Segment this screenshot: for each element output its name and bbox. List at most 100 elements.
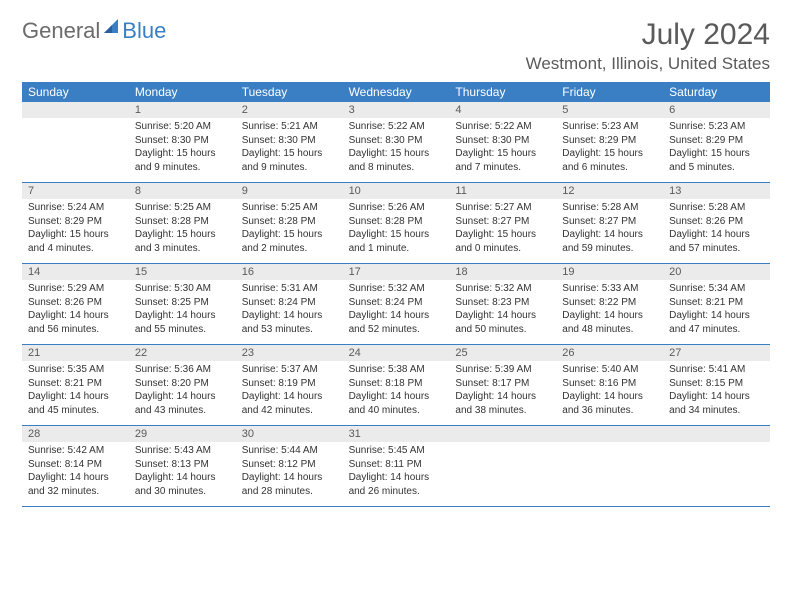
day-number: 1 [129,102,236,118]
sunrise-text: Sunrise: 5:32 AM [455,282,550,296]
day-body: Sunrise: 5:44 AMSunset: 8:12 PMDaylight:… [236,442,343,502]
day-body [22,118,129,124]
day-number: 19 [556,264,663,280]
day-number: 10 [343,183,450,199]
sunrise-text: Sunrise: 5:35 AM [28,363,123,377]
daylight-text-1: Daylight: 15 hours [669,147,764,161]
day-cell: 15Sunrise: 5:30 AMSunset: 8:25 PMDayligh… [129,264,236,344]
sunrise-text: Sunrise: 5:22 AM [455,120,550,134]
sunrise-text: Sunrise: 5:29 AM [28,282,123,296]
day-cell: 10Sunrise: 5:26 AMSunset: 8:28 PMDayligh… [343,183,450,263]
daylight-text-2: and 42 minutes. [242,404,337,418]
sunrise-text: Sunrise: 5:23 AM [669,120,764,134]
day-number: 16 [236,264,343,280]
weeks-container: 1Sunrise: 5:20 AMSunset: 8:30 PMDaylight… [22,102,770,507]
sunset-text: Sunset: 8:28 PM [135,215,230,229]
daylight-text-1: Daylight: 14 hours [28,390,123,404]
sunrise-text: Sunrise: 5:38 AM [349,363,444,377]
day-number: 28 [22,426,129,442]
sunrise-text: Sunrise: 5:25 AM [135,201,230,215]
daylight-text-1: Daylight: 14 hours [135,390,230,404]
day-number [556,426,663,442]
sunset-text: Sunset: 8:21 PM [28,377,123,391]
daylight-text-2: and 3 minutes. [135,242,230,256]
sunset-text: Sunset: 8:29 PM [28,215,123,229]
day-number: 2 [236,102,343,118]
daylight-text-2: and 38 minutes. [455,404,550,418]
sunset-text: Sunset: 8:19 PM [242,377,337,391]
day-number: 26 [556,345,663,361]
sunrise-text: Sunrise: 5:45 AM [349,444,444,458]
sunset-text: Sunset: 8:27 PM [562,215,657,229]
daylight-text-1: Daylight: 14 hours [349,390,444,404]
day-body: Sunrise: 5:37 AMSunset: 8:19 PMDaylight:… [236,361,343,421]
day-cell [556,426,663,506]
day-cell: 25Sunrise: 5:39 AMSunset: 8:17 PMDayligh… [449,345,556,425]
sunrise-text: Sunrise: 5:30 AM [135,282,230,296]
logo: General Blue [22,18,166,44]
daylight-text-2: and 8 minutes. [349,161,444,175]
sunset-text: Sunset: 8:23 PM [455,296,550,310]
day-body: Sunrise: 5:40 AMSunset: 8:16 PMDaylight:… [556,361,663,421]
day-header-sat: Saturday [663,82,770,102]
daylight-text-1: Daylight: 14 hours [349,309,444,323]
daylight-text-2: and 47 minutes. [669,323,764,337]
daylight-text-2: and 55 minutes. [135,323,230,337]
sunset-text: Sunset: 8:24 PM [349,296,444,310]
day-cell: 9Sunrise: 5:25 AMSunset: 8:28 PMDaylight… [236,183,343,263]
day-header-mon: Monday [129,82,236,102]
daylight-text-2: and 50 minutes. [455,323,550,337]
day-body: Sunrise: 5:22 AMSunset: 8:30 PMDaylight:… [343,118,450,178]
daylight-text-1: Daylight: 14 hours [669,309,764,323]
day-cell: 6Sunrise: 5:23 AMSunset: 8:29 PMDaylight… [663,102,770,182]
daylight-text-2: and 32 minutes. [28,485,123,499]
daylight-text-1: Daylight: 15 hours [135,147,230,161]
sunset-text: Sunset: 8:16 PM [562,377,657,391]
day-cell: 16Sunrise: 5:31 AMSunset: 8:24 PMDayligh… [236,264,343,344]
day-cell: 13Sunrise: 5:28 AMSunset: 8:26 PMDayligh… [663,183,770,263]
sunrise-text: Sunrise: 5:28 AM [562,201,657,215]
day-cell: 27Sunrise: 5:41 AMSunset: 8:15 PMDayligh… [663,345,770,425]
week-row: 14Sunrise: 5:29 AMSunset: 8:26 PMDayligh… [22,264,770,345]
daylight-text-2: and 48 minutes. [562,323,657,337]
day-body [663,442,770,448]
daylight-text-2: and 0 minutes. [455,242,550,256]
sunset-text: Sunset: 8:26 PM [28,296,123,310]
daylight-text-2: and 53 minutes. [242,323,337,337]
sunrise-text: Sunrise: 5:28 AM [669,201,764,215]
daylight-text-2: and 59 minutes. [562,242,657,256]
day-number: 14 [22,264,129,280]
daylight-text-2: and 57 minutes. [669,242,764,256]
day-body: Sunrise: 5:33 AMSunset: 8:22 PMDaylight:… [556,280,663,340]
day-body: Sunrise: 5:41 AMSunset: 8:15 PMDaylight:… [663,361,770,421]
logo-sail-icon [102,15,122,41]
sunset-text: Sunset: 8:22 PM [562,296,657,310]
sunrise-text: Sunrise: 5:40 AM [562,363,657,377]
daylight-text-2: and 9 minutes. [242,161,337,175]
day-header-wed: Wednesday [343,82,450,102]
day-number: 27 [663,345,770,361]
day-number: 22 [129,345,236,361]
day-number: 23 [236,345,343,361]
sunrise-text: Sunrise: 5:39 AM [455,363,550,377]
day-number: 5 [556,102,663,118]
header: General Blue July 2024 Westmont, Illinoi… [22,18,770,74]
day-number: 6 [663,102,770,118]
daylight-text-1: Daylight: 14 hours [669,390,764,404]
daylight-text-1: Daylight: 14 hours [242,390,337,404]
sunset-text: Sunset: 8:28 PM [349,215,444,229]
day-cell [449,426,556,506]
day-body: Sunrise: 5:29 AMSunset: 8:26 PMDaylight:… [22,280,129,340]
day-body: Sunrise: 5:23 AMSunset: 8:29 PMDaylight:… [556,118,663,178]
sunrise-text: Sunrise: 5:22 AM [349,120,444,134]
day-number: 24 [343,345,450,361]
daylight-text-1: Daylight: 14 hours [28,309,123,323]
day-number: 30 [236,426,343,442]
daylight-text-1: Daylight: 14 hours [562,309,657,323]
daylight-text-1: Daylight: 14 hours [455,390,550,404]
day-body: Sunrise: 5:25 AMSunset: 8:28 PMDaylight:… [236,199,343,259]
sunset-text: Sunset: 8:15 PM [669,377,764,391]
day-cell: 1Sunrise: 5:20 AMSunset: 8:30 PMDaylight… [129,102,236,182]
day-number: 11 [449,183,556,199]
day-cell: 30Sunrise: 5:44 AMSunset: 8:12 PMDayligh… [236,426,343,506]
